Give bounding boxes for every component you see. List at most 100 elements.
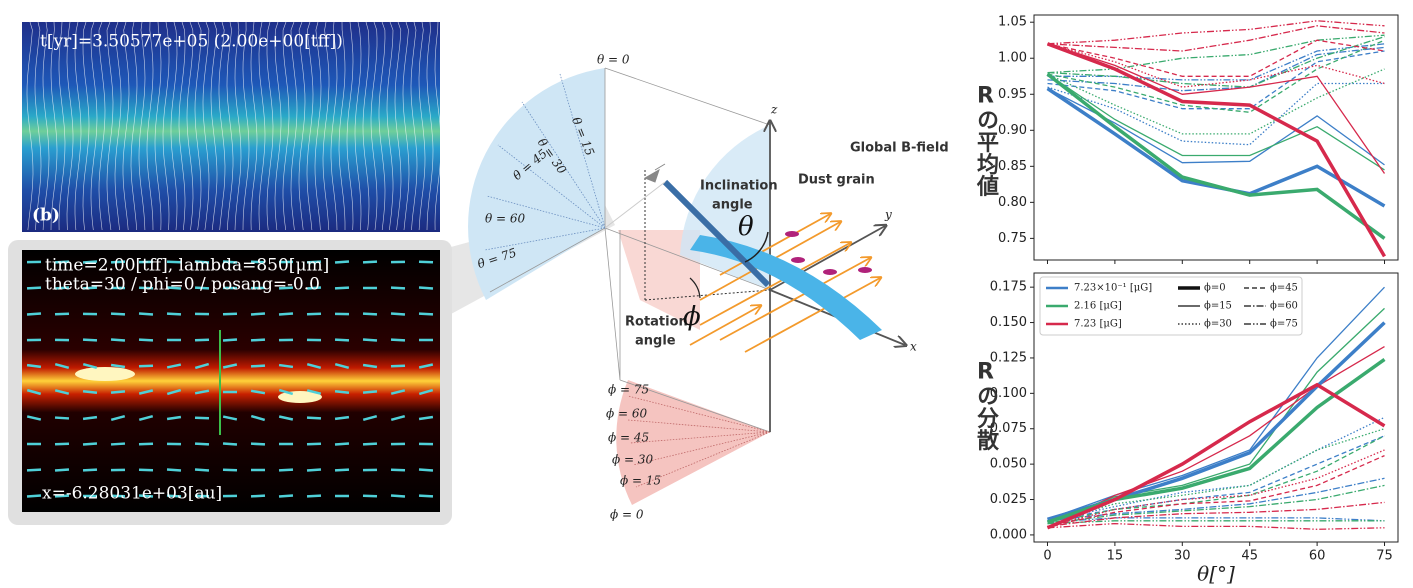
streamline [338,21,346,230]
legend-label: 2.16 [μG] [1074,301,1122,312]
series-line [1047,35,1385,88]
vector [334,286,350,290]
streamline [42,21,50,231]
series-line [1047,20,1385,45]
panel-label: (b) [32,206,60,226]
streamline [314,21,322,231]
phi-label: ϕ = 75 [608,383,649,397]
vector [82,286,98,290]
vector [82,362,98,370]
vector [390,389,406,395]
vector [54,389,70,395]
series-line [1047,39,1385,77]
vector [390,312,406,316]
vector [306,286,322,290]
vector [110,260,126,264]
vector [390,414,406,422]
vector [390,286,406,290]
vector [390,494,406,498]
vector [418,415,434,421]
x-tick-label: 60 [1309,549,1326,564]
theta-label: θ = 0 [597,53,630,67]
inclination-label: Inclination [700,179,778,194]
series-line [1047,416,1385,522]
streamline [434,21,442,231]
legend-label: ϕ=30 [1204,319,1232,330]
y-tick-label: 1.05 [998,15,1027,30]
streamline [242,21,250,231]
legend-label: 7.23×10⁻¹ [μG] [1074,283,1152,294]
y-axis-label: Rの平均値 [973,84,1000,197]
streamline [250,21,258,231]
vector [138,286,154,290]
vector [82,260,98,264]
vector [306,442,322,446]
y-tick-label: 0.050 [990,457,1027,472]
vector [250,494,266,498]
dust-grain [823,269,837,275]
phi-arc [689,277,701,299]
streamline [330,21,338,231]
streamline [186,21,194,231]
streamline [370,21,378,231]
field-label: Global B-field [850,141,949,156]
vector [278,286,294,290]
streamline [122,21,130,231]
axis-label: z [770,103,778,117]
vector [362,442,378,446]
line-of-sight [662,179,771,288]
streamline [346,21,354,231]
dust-grain [858,267,872,273]
vector [110,415,126,421]
y-tick-label: 0.95 [998,87,1027,102]
y-tick-label: 0.075 [990,421,1027,436]
vector [278,388,294,396]
series-line [1046,42,1387,258]
x-tick-label: 30 [1174,549,1191,564]
streamline [290,21,298,231]
vector [82,442,98,446]
projection [644,289,771,301]
vector [362,260,378,264]
vector [194,442,210,446]
vector [390,338,406,342]
y-tick-label: 0.75 [998,231,1027,246]
link [604,181,666,229]
streamline [146,21,154,231]
inclination-label: angle [712,198,753,213]
vector [362,338,378,342]
streamline [282,21,290,231]
vector [250,414,266,422]
x-tick-label: 75 [1376,549,1393,564]
streamline [210,21,218,231]
vector [250,338,266,342]
vector [306,389,322,395]
streamline [138,21,146,231]
streamlines [26,21,442,231]
observer-icon [643,163,666,183]
theta-fan [468,68,605,300]
series-line [1047,346,1385,529]
streamline [114,21,122,231]
rotation-label: Rotation [625,315,688,330]
dust-grain [785,231,799,237]
vector [418,312,434,316]
vector [26,468,42,472]
vector [390,364,406,368]
theta-arc [744,231,769,263]
vector [418,468,434,472]
streamline [90,21,98,231]
vector [110,390,126,394]
vector [194,286,210,290]
vector [166,388,182,396]
theta-symbol: θ [738,212,754,242]
vector [306,468,322,472]
streamline [298,21,306,231]
streamline [106,21,114,231]
streamline [154,21,162,231]
vector [54,312,70,316]
y-tick-label: 0.90 [998,123,1027,138]
vector [26,312,42,316]
vector [250,364,266,368]
vector [26,286,42,290]
